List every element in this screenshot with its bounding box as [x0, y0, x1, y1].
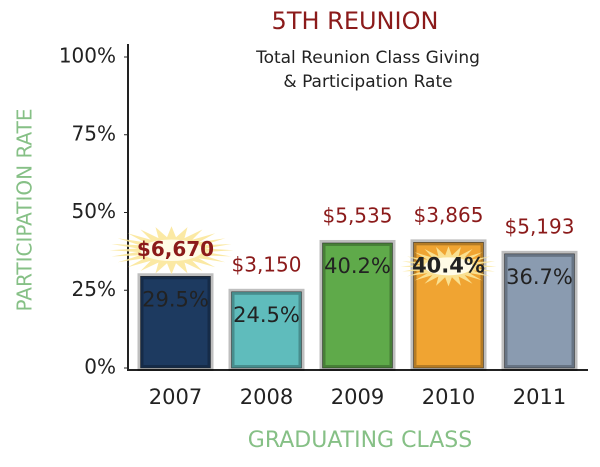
value-label: 40.4% — [412, 253, 485, 277]
x-tick-label: 2010 — [422, 385, 475, 409]
x-tick-label: 2008 — [240, 385, 293, 409]
bar — [322, 242, 393, 369]
bar-shade — [501, 250, 578, 372]
y-tick-label: 75% — [72, 121, 116, 145]
giving-label: $3,150 — [232, 252, 302, 276]
giving-label: $6,670 — [137, 237, 214, 261]
y-tick-label: 50% — [72, 199, 116, 223]
value-label: 36.7% — [506, 265, 573, 289]
giving-label: $5,193 — [505, 214, 575, 238]
bar-shade — [228, 288, 305, 371]
giving-label: $5,535 — [323, 203, 393, 227]
highlight-burst — [140, 239, 203, 262]
y-tick-label: 100% — [59, 44, 116, 68]
x-tick-label: 2009 — [331, 385, 384, 409]
chart-subtitle: Total Reunion Class Giving — [255, 48, 480, 68]
chart-title: 5TH REUNION — [272, 7, 439, 35]
y-axis-label: PARTICIPATION RATE — [13, 108, 37, 311]
highlight-burst — [424, 257, 473, 276]
value-label: 29.5% — [142, 287, 209, 311]
bar-shade — [137, 273, 214, 372]
bar — [504, 253, 575, 369]
bar-shade — [410, 239, 487, 371]
x-axis-label: GRADUATING CLASS — [248, 428, 472, 453]
value-label: 40.2% — [324, 254, 391, 278]
bar — [231, 291, 302, 369]
x-tick-label: 2007 — [149, 385, 202, 409]
y-tick-label: 0% — [84, 355, 116, 379]
y-tick-label: 25% — [72, 277, 116, 301]
chart-subtitle: & Participation Rate — [283, 72, 452, 92]
bar — [140, 276, 211, 369]
x-tick-label: 2011 — [513, 385, 566, 409]
bar-shade — [319, 239, 396, 371]
value-label: 24.5% — [233, 303, 300, 327]
giving-label: $3,865 — [414, 203, 484, 227]
